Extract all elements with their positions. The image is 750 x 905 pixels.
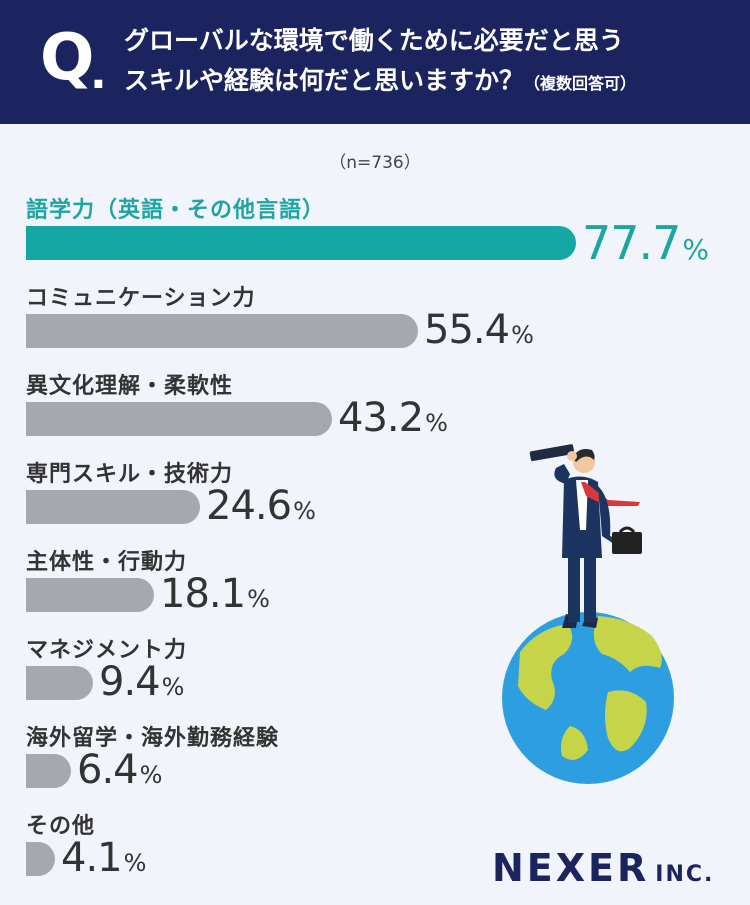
value-label: 55.4%	[424, 310, 534, 350]
value-unit: %	[247, 585, 270, 613]
globe-icon	[502, 612, 674, 784]
question-header: Q . グローバルな環境で働くために必要だと思う スキルや経験は何だと思いますか…	[0, 0, 750, 124]
value-unit: %	[293, 497, 316, 525]
value-label: 24.6%	[206, 486, 316, 526]
bar	[26, 402, 332, 436]
value-number: 4.1	[61, 835, 123, 881]
value-number: 43.2	[338, 395, 424, 441]
logo-suffix: INC.	[655, 862, 715, 887]
question-note: （複数回答可）	[524, 74, 637, 93]
value-unit: %	[123, 849, 147, 877]
value-number: 6.4	[77, 747, 139, 793]
value-unit: %	[511, 321, 534, 349]
nexer-logo: NEXER INC.	[492, 846, 714, 890]
category-label: 海外留学・海外勤務経験	[26, 726, 280, 751]
logo-name: NEXER	[492, 846, 650, 890]
value-number: 9.4	[99, 659, 161, 705]
sample-size: （n=736）	[329, 153, 421, 173]
bar	[26, 490, 200, 524]
question-dot: .	[90, 48, 107, 99]
value-number: 55.4	[424, 307, 510, 353]
value-number: 24.6	[206, 483, 292, 529]
question-line-2: スキルや経験は何だと思いますか？（複数回答可）	[124, 68, 636, 93]
value-number: 77.7	[582, 216, 681, 270]
value-label: 9.4%	[99, 662, 184, 702]
category-label: 異文化理解・柔軟性	[26, 374, 234, 399]
value-unit: %	[682, 233, 710, 266]
bar	[26, 226, 576, 260]
bar	[26, 754, 71, 788]
category-label: 語学力（英語・その他言語）	[26, 198, 326, 223]
businessman-icon	[529, 444, 642, 628]
question-mark: Q	[40, 21, 95, 95]
question-line-2-text: スキルや経験は何だと思いますか？	[124, 66, 525, 95]
value-label: 43.2%	[338, 398, 448, 438]
category-label: その他	[26, 814, 96, 839]
value-label: 4.1%	[61, 838, 146, 878]
bar	[26, 578, 154, 612]
businessman-on-globe-illustration	[502, 444, 674, 784]
category-label: 専門スキル・技術力	[26, 462, 234, 487]
category-label: 主体性・行動力	[26, 550, 188, 575]
question-line-1: グローバルな環境で働くために必要だと思う	[124, 26, 624, 55]
category-label: コミュニケーション力	[26, 286, 256, 311]
bar	[26, 314, 418, 348]
value-label: 77.7%	[582, 220, 709, 266]
value-unit: %	[425, 409, 448, 437]
value-label: 6.4%	[77, 750, 162, 790]
value-number: 18.1	[160, 571, 246, 617]
value-unit: %	[161, 673, 185, 701]
bar	[26, 842, 55, 876]
value-label: 18.1%	[160, 574, 270, 614]
bar	[26, 666, 93, 700]
value-unit: %	[139, 761, 163, 789]
category-label: マネジメント力	[26, 638, 188, 663]
